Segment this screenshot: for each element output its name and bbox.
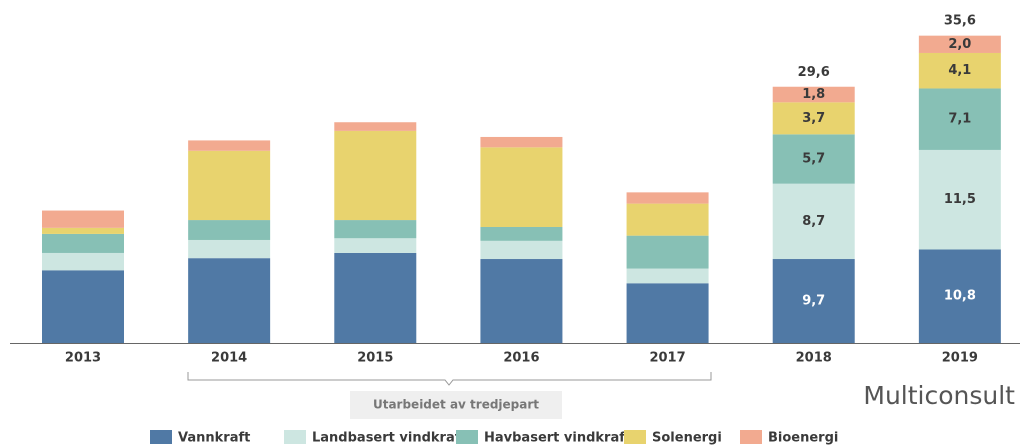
x-tick-label: 2015 bbox=[357, 351, 393, 366]
value-label: 4,1 bbox=[948, 63, 971, 78]
bar-segment bbox=[480, 147, 563, 227]
bar-segment bbox=[334, 238, 417, 253]
legend-label: Landbasert vindkraft bbox=[312, 431, 467, 446]
x-tick-label: 2017 bbox=[649, 351, 685, 366]
bar-segment bbox=[626, 192, 709, 204]
value-label: 8,7 bbox=[802, 214, 825, 229]
bar-segment bbox=[188, 239, 271, 259]
annotation-box bbox=[350, 391, 562, 419]
x-tick-label: 2016 bbox=[503, 351, 539, 366]
value-label: 11,5 bbox=[944, 192, 976, 207]
bar-segment bbox=[772, 259, 855, 343]
bar-segment bbox=[42, 227, 124, 234]
total-label: 35,6 bbox=[944, 13, 976, 28]
bar-segment bbox=[772, 102, 855, 135]
bar-segment bbox=[918, 249, 1001, 343]
bar-segment bbox=[42, 233, 124, 253]
bar-segment bbox=[480, 136, 563, 148]
bar-segment bbox=[188, 220, 271, 240]
bar-segment bbox=[626, 283, 709, 343]
bar-segment bbox=[334, 130, 417, 221]
bar-segment bbox=[42, 210, 124, 228]
bar-segment bbox=[918, 149, 1001, 250]
legend-swatch bbox=[740, 430, 762, 444]
bar-segment bbox=[918, 52, 1001, 89]
bar-segment bbox=[772, 183, 855, 260]
value-label: 10,8 bbox=[944, 289, 976, 304]
value-label: 9,7 bbox=[802, 294, 825, 309]
bar-segment bbox=[480, 226, 563, 241]
bar-segment bbox=[626, 235, 709, 269]
bar-segment bbox=[188, 150, 271, 221]
legend-swatch bbox=[284, 430, 306, 444]
legend-label: Solenergi bbox=[652, 431, 722, 446]
bracket bbox=[187, 372, 712, 386]
x-tick-label: 2019 bbox=[942, 351, 978, 366]
bar-segment bbox=[480, 259, 563, 343]
value-label: 3,7 bbox=[802, 111, 825, 126]
bar-segment bbox=[626, 268, 709, 284]
bar-segment bbox=[772, 134, 855, 184]
bar-segment bbox=[188, 140, 271, 151]
x-tick-label: 2018 bbox=[796, 351, 832, 366]
annotation: Utarbeidet av tredjepart bbox=[373, 398, 539, 412]
bar-segment bbox=[918, 88, 1001, 150]
logo: Multiconsult bbox=[863, 381, 1015, 410]
x-tick-label: 2013 bbox=[65, 351, 101, 366]
legend-label: Havbasert vindkraft bbox=[484, 431, 631, 446]
legend-swatch bbox=[456, 430, 478, 444]
legend-label: Bioenergi bbox=[768, 431, 838, 446]
bar-segment bbox=[334, 252, 417, 343]
x-tick-label: 2014 bbox=[211, 351, 247, 366]
bar-segment bbox=[480, 240, 563, 260]
total-label: 29,6 bbox=[798, 65, 830, 80]
value-label: 5,7 bbox=[802, 152, 825, 167]
bar-segment bbox=[334, 220, 417, 239]
value-label: 1,8 bbox=[802, 87, 825, 102]
legend-swatch bbox=[150, 430, 172, 444]
bar-segment bbox=[918, 35, 1001, 53]
bar-segment bbox=[188, 258, 271, 343]
legend-swatch bbox=[624, 430, 646, 444]
bar-segment bbox=[334, 122, 417, 131]
value-label: 2,0 bbox=[948, 37, 971, 52]
bar-segment bbox=[626, 203, 709, 236]
bar-segment bbox=[42, 252, 124, 271]
bar-segment bbox=[772, 86, 855, 103]
legend-label: Vannkraft bbox=[178, 431, 250, 446]
bar-segment bbox=[42, 270, 124, 343]
value-label: 7,1 bbox=[948, 112, 971, 127]
